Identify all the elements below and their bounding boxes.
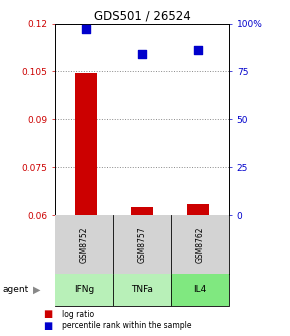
Bar xyxy=(187,204,209,215)
Bar xyxy=(131,207,153,215)
Text: GSM8757: GSM8757 xyxy=(137,226,147,263)
Bar xyxy=(55,274,113,306)
Text: percentile rank within the sample: percentile rank within the sample xyxy=(62,322,192,330)
Text: ▶: ▶ xyxy=(33,285,41,295)
Text: agent: agent xyxy=(3,286,29,294)
Bar xyxy=(171,274,229,306)
Point xyxy=(196,48,201,53)
Text: IFNg: IFNg xyxy=(74,285,94,294)
Point xyxy=(84,27,88,32)
Text: log ratio: log ratio xyxy=(62,310,95,319)
Text: TNFa: TNFa xyxy=(131,285,153,294)
Text: GSM8752: GSM8752 xyxy=(79,226,89,263)
Bar xyxy=(55,215,113,274)
Bar xyxy=(113,215,171,274)
Title: GDS501 / 26524: GDS501 / 26524 xyxy=(94,9,191,23)
Bar xyxy=(171,215,229,274)
Text: IL4: IL4 xyxy=(193,285,207,294)
Bar xyxy=(75,73,97,215)
Text: ■: ■ xyxy=(44,309,53,319)
Text: GSM8762: GSM8762 xyxy=(195,226,205,263)
Text: ■: ■ xyxy=(44,321,53,331)
Bar xyxy=(113,274,171,306)
Point xyxy=(140,51,144,57)
